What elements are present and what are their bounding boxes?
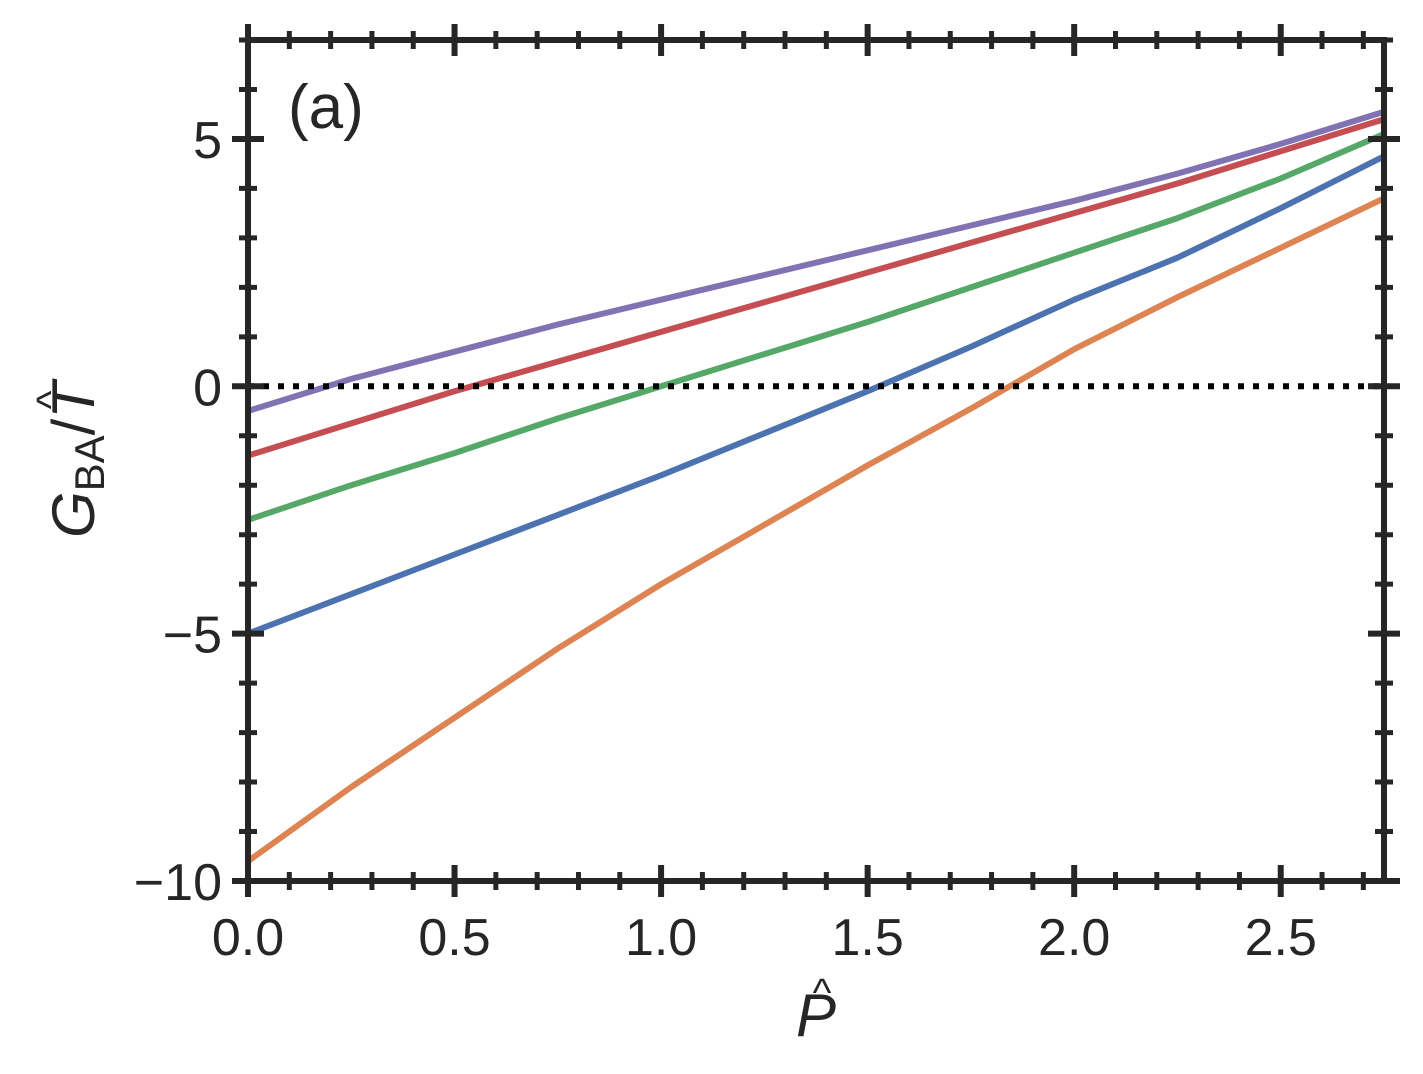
series-line-3: [247, 131, 1386, 523]
tick-layer: [232, 24, 1400, 897]
y-axis-label-separator: /: [40, 418, 107, 435]
y-axis-label-text: GBA/T: [40, 378, 113, 538]
y-axis-title: GBA/T ^: [29, 378, 113, 538]
x-axis-title: ^ P: [796, 971, 836, 1049]
y-tick-label: −5: [163, 607, 222, 665]
y-axis-label-denominator: T: [40, 378, 107, 419]
x-axis-label: P: [796, 982, 836, 1049]
series-line-2: [246, 153, 1386, 637]
x-tick-label: 0.0: [212, 909, 284, 967]
y-tick-label: 0: [193, 359, 222, 417]
y-axis-hat: ^: [29, 390, 73, 409]
series-line-5: [247, 108, 1385, 414]
series-line-1: [246, 195, 1386, 864]
x-tick-label: 2.0: [1038, 909, 1110, 967]
panel-label: (a): [288, 73, 364, 142]
y-tick-label: −10: [134, 854, 222, 912]
x-tick-label: 1.0: [625, 909, 697, 967]
x-tick-label: 2.5: [1245, 909, 1317, 967]
y-axis-label-main: G: [40, 491, 107, 538]
series-layer: [246, 108, 1386, 864]
tick-label-layer: 0.0 0.5 1.0 1.5 2.0 2.5 −10 −5 0 5: [134, 112, 1317, 967]
x-axis-hat: ^: [813, 971, 832, 1015]
y-tick-label: 5: [193, 112, 222, 170]
plot-frame: [245, 37, 1387, 884]
x-tick-label: 0.5: [418, 909, 490, 967]
y-axis-label-subscript: BA: [66, 435, 113, 491]
x-tick-label: 1.5: [831, 909, 903, 967]
series-line-4: [247, 116, 1385, 459]
